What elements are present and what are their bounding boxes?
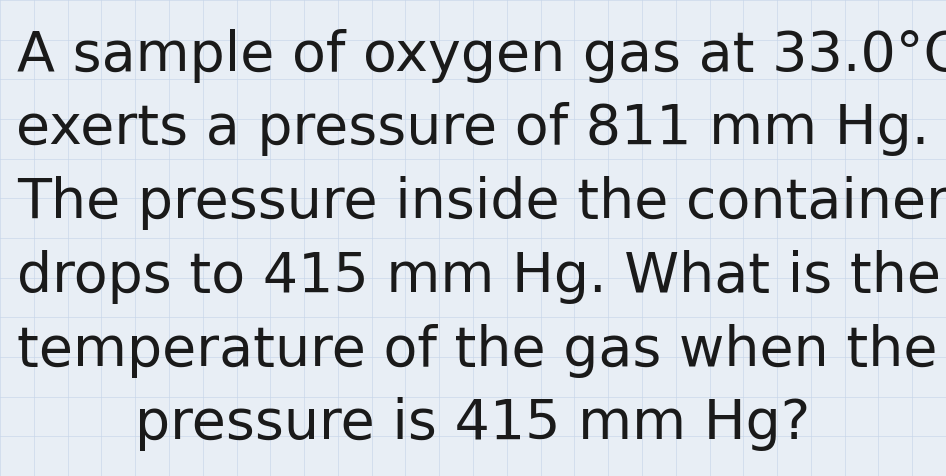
Text: drops to 415 mm Hg. What is the: drops to 415 mm Hg. What is the	[17, 250, 941, 304]
Text: A sample of oxygen gas at 33.0°C: A sample of oxygen gas at 33.0°C	[17, 29, 946, 82]
Text: The pressure inside the container: The pressure inside the container	[17, 176, 946, 230]
Text: temperature of the gas when the: temperature of the gas when the	[17, 324, 937, 377]
Text: pressure is 415 mm Hg?: pressure is 415 mm Hg?	[135, 397, 811, 451]
Text: exerts a pressure of 811 mm Hg.: exerts a pressure of 811 mm Hg.	[16, 102, 930, 156]
